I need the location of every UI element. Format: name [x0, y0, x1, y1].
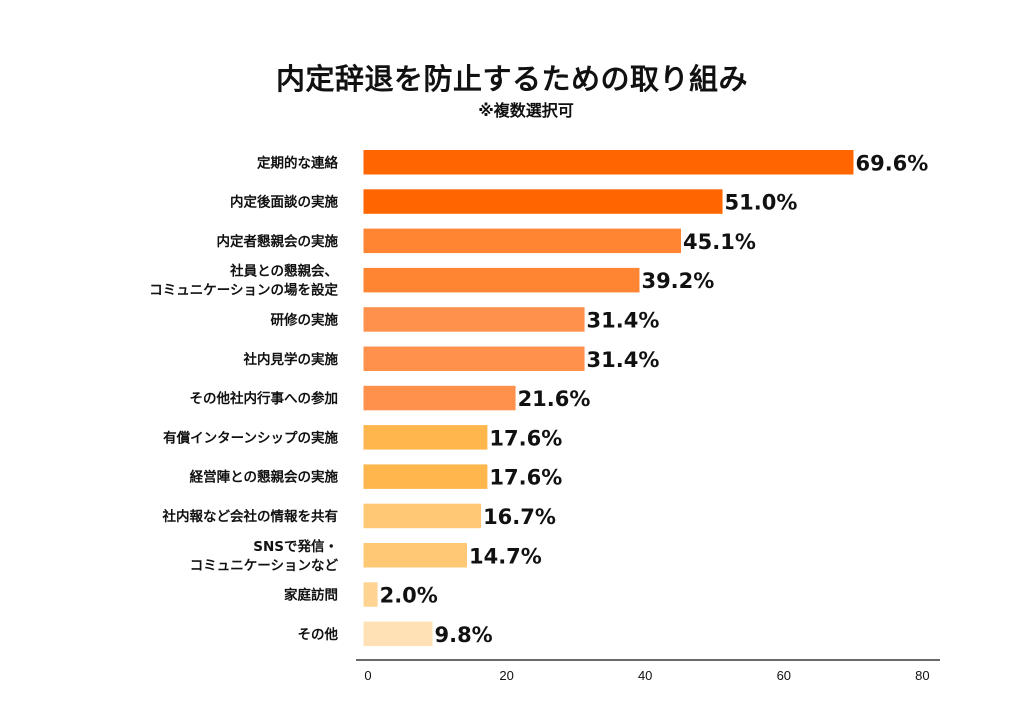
value-labels-group: 69.6% 51.0% 45.1% 39.2% 31.4% 31.4% 21.6% 17.6%…: [380, 151, 929, 647]
value-label: 17.6%: [489, 466, 562, 490]
bar: [363, 189, 723, 214]
bar: [363, 503, 482, 529]
category-label: SNSで発信・: [253, 538, 338, 555]
chart-title: 内定辞退を防止するための取り組み: [275, 62, 748, 96]
x-tick-label: 40: [638, 668, 652, 683]
category-label: 社内見学の実施: [243, 351, 339, 368]
value-label: 21.6%: [518, 387, 591, 411]
value-label: 9.8%: [434, 623, 492, 647]
value-label: 39.2%: [641, 269, 714, 293]
value-label: 31.4%: [587, 308, 660, 332]
x-tick-label: 60: [777, 668, 791, 683]
bar: [363, 385, 516, 411]
bar: [363, 267, 640, 293]
x-tick-label: 20: [499, 668, 513, 683]
value-label: 51.0%: [725, 191, 798, 215]
category-label: 研修の実施: [271, 311, 339, 328]
bar: [363, 582, 378, 607]
category-label: コミュニケーションなど: [190, 558, 339, 574]
value-label: 31.4%: [587, 348, 660, 372]
bar: [363, 425, 488, 450]
chart-subtitle: ※複数選択可: [478, 101, 574, 120]
category-label: 社員との懇親会、: [229, 263, 338, 280]
bar: [363, 464, 488, 489]
category-label: コミュニケーションの場を設定: [149, 282, 338, 299]
bar: [363, 150, 854, 175]
value-label: 2.0%: [380, 584, 438, 608]
bar: [363, 346, 585, 371]
bar: [363, 307, 585, 332]
value-label: 45.1%: [683, 230, 756, 254]
x-tick-labels-group: 0 20 40 60 80: [364, 668, 929, 683]
category-label: その他: [298, 626, 339, 643]
category-label: 家庭訪問: [284, 587, 338, 604]
value-label: 17.6%: [489, 426, 562, 450]
x-tick-label: 0: [364, 668, 371, 683]
bars-group: [363, 150, 854, 647]
category-label: その他社内行事への参加: [190, 390, 339, 407]
category-label: 有償インターンシップの実施: [163, 429, 338, 446]
category-labels-group: 定期的な連絡内定後面談の実施内定者懇親会の実施社員との懇親会、コミュニケーション…: [149, 154, 338, 643]
value-label: 14.7%: [469, 544, 542, 568]
x-tick-label: 80: [915, 668, 929, 683]
category-label: 社内報など会社の情報を共有: [162, 508, 339, 525]
category-label: 経営陣との懇親会の実施: [190, 469, 339, 486]
value-label: 69.6%: [855, 151, 928, 175]
category-label: 内定後面談の実施: [230, 194, 338, 211]
bar: [363, 543, 467, 568]
bar: [363, 621, 433, 647]
category-label: 定期的な連絡: [257, 154, 338, 171]
bar: [363, 228, 682, 254]
value-label: 16.7%: [483, 505, 556, 529]
category-label: 内定者懇親会の実施: [217, 233, 339, 250]
